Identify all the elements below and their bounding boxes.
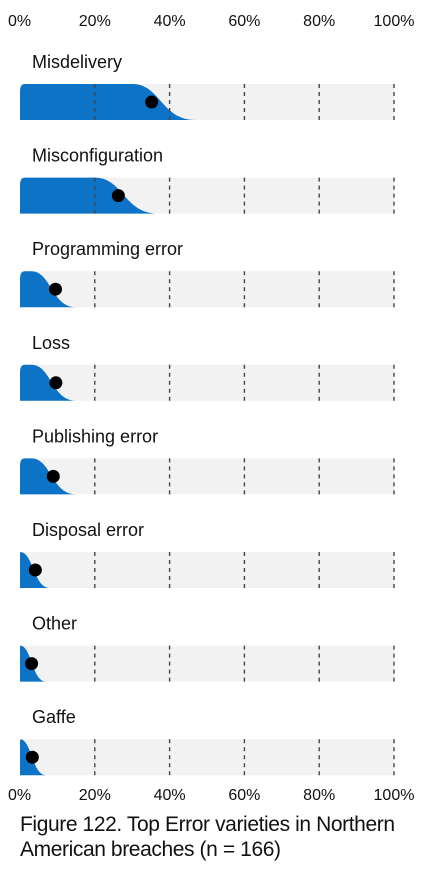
density-slab — [20, 271, 77, 308]
estimate-dot — [49, 376, 63, 390]
estimate-dot — [111, 189, 125, 203]
category-label: Disposal error — [32, 520, 144, 540]
x-tick-label-top: 100% — [374, 13, 415, 30]
estimate-dot — [46, 469, 60, 483]
estimate-dot — [49, 282, 63, 296]
density-slab — [20, 645, 47, 682]
x-tick-label-bottom: 20% — [79, 787, 111, 800]
density-slab — [20, 552, 50, 588]
category-label: Gaffe — [32, 707, 76, 727]
chart: 0% 0% 20% 20% 40% 40% 60% 60% 80% 80% 100% 100% Misd… — [8, 13, 415, 804]
category-label: Publishing error — [32, 426, 158, 446]
category-label: Loss — [32, 333, 70, 353]
x-tick-label-top: 60% — [228, 13, 260, 30]
x-tick-label-bottom: 40% — [154, 787, 186, 800]
band-track — [20, 645, 394, 682]
estimate-dot — [28, 563, 42, 577]
band-track — [20, 271, 394, 308]
density-slab — [20, 84, 196, 120]
x-tick-label-bottom: 80% — [303, 787, 335, 800]
density-slab — [20, 739, 47, 776]
category-label: Misconfiguration — [32, 146, 163, 166]
category-label: Misdelivery — [32, 52, 122, 72]
density-slab — [20, 177, 159, 214]
band-track — [20, 458, 394, 495]
x-tick-label-top: 40% — [154, 13, 186, 30]
category-label: Other — [32, 614, 77, 634]
band-track — [20, 364, 394, 401]
density-slab — [20, 364, 77, 401]
band-track — [20, 552, 394, 588]
estimate-dot — [145, 95, 159, 109]
estimate-dot — [25, 657, 39, 671]
band-track — [20, 739, 394, 776]
x-tick-label-top: 20% — [79, 13, 111, 30]
chart-svg: 0% 0% 20% 20% 40% 40% 60% 60% 80% 80% 100% 100% Misd… — [8, 13, 415, 804]
category-label: Programming error — [32, 239, 183, 259]
figure-caption: Figure 122. Top Error varieties in North… — [20, 813, 395, 861]
estimate-dot — [25, 750, 39, 764]
x-tick-label-top: 0% — [8, 13, 31, 30]
x-tick-label-top: 80% — [303, 13, 335, 30]
x-tick-label-bottom: 100% — [374, 787, 415, 800]
x-tick-label-bottom: 60% — [228, 787, 260, 800]
x-tick-label-bottom: 0% — [8, 787, 31, 800]
